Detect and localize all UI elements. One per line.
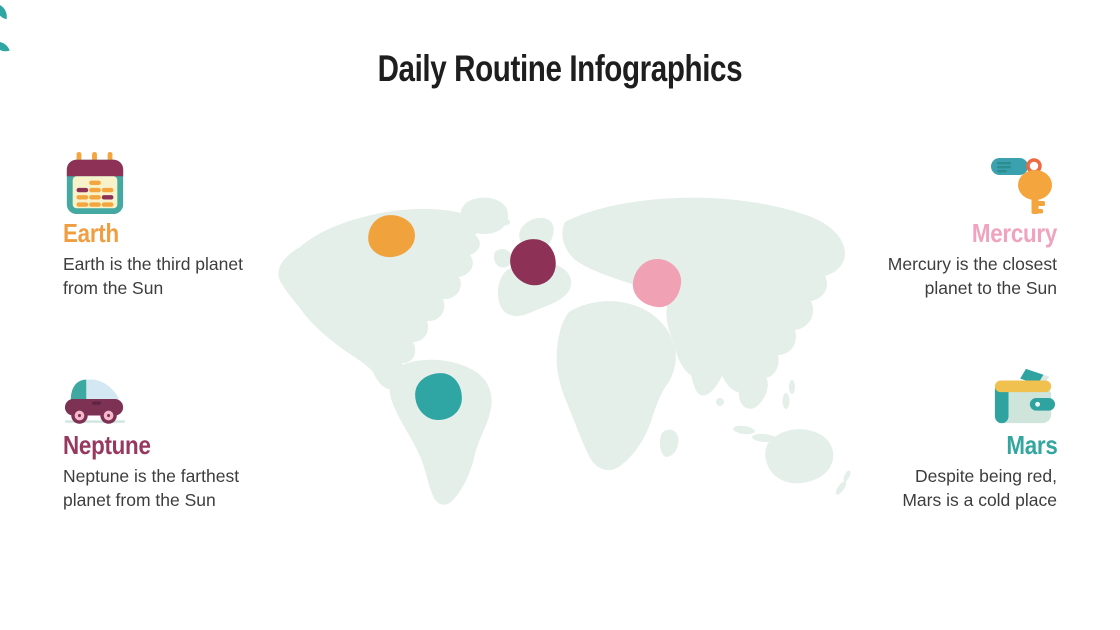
key-icon xyxy=(852,150,1057,216)
card-neptune-title: Neptune xyxy=(63,432,268,458)
card-mercury-text-line2: planet to the Sun xyxy=(924,278,1057,298)
card-mars-text-line2: Mars is a cold place xyxy=(902,490,1057,510)
card-mercury-text: Mercury is the closest planet to the Sun xyxy=(852,252,1057,300)
card-mercury-text-line1: Mercury is the closest xyxy=(887,254,1057,274)
card-earth-text: Earth is the third planet from the Sun xyxy=(63,252,268,300)
card-mercury-title: Mercury xyxy=(852,220,1057,246)
calendar-icon xyxy=(63,150,268,216)
card-mars-title-text: Mars xyxy=(1005,430,1057,460)
card-neptune-title-text: Neptune xyxy=(63,430,151,460)
card-mercury-title-text: Mercury xyxy=(971,218,1057,248)
world-map-continents xyxy=(278,197,851,505)
page-title: Daily Routine Infographics xyxy=(0,48,1120,90)
car-icon xyxy=(63,362,268,428)
card-neptune: Neptune Neptune is the farthest planet fr… xyxy=(63,362,268,512)
card-earth-text-line2: from the Sun xyxy=(63,278,164,298)
card-neptune-text-line2: planet from the Sun xyxy=(63,490,216,510)
page-title-text: Daily Routine Infographics xyxy=(377,48,743,89)
world-map xyxy=(272,195,852,507)
card-mars-text-line1: Despite being red, xyxy=(914,466,1057,486)
card-mars-title: Mars xyxy=(852,432,1057,458)
card-mercury: Mercury Mercury is the closest planet to … xyxy=(852,150,1057,300)
leaf-decoration-icon xyxy=(0,3,10,20)
card-earth-title-text: Earth xyxy=(63,218,119,248)
card-earth-text-line1: Earth is the third planet xyxy=(63,254,243,274)
card-neptune-text: Neptune is the farthest planet from the S… xyxy=(63,464,268,512)
card-neptune-text-line1: Neptune is the farthest xyxy=(63,466,240,486)
card-mars: Mars Despite being red, Mars is a cold pl… xyxy=(852,362,1057,512)
card-earth: Earth Earth is the third planet from the … xyxy=(63,150,268,300)
card-earth-title: Earth xyxy=(63,220,268,246)
wallet-icon xyxy=(852,362,1057,428)
card-mars-text: Despite being red, Mars is a cold place xyxy=(852,464,1057,512)
